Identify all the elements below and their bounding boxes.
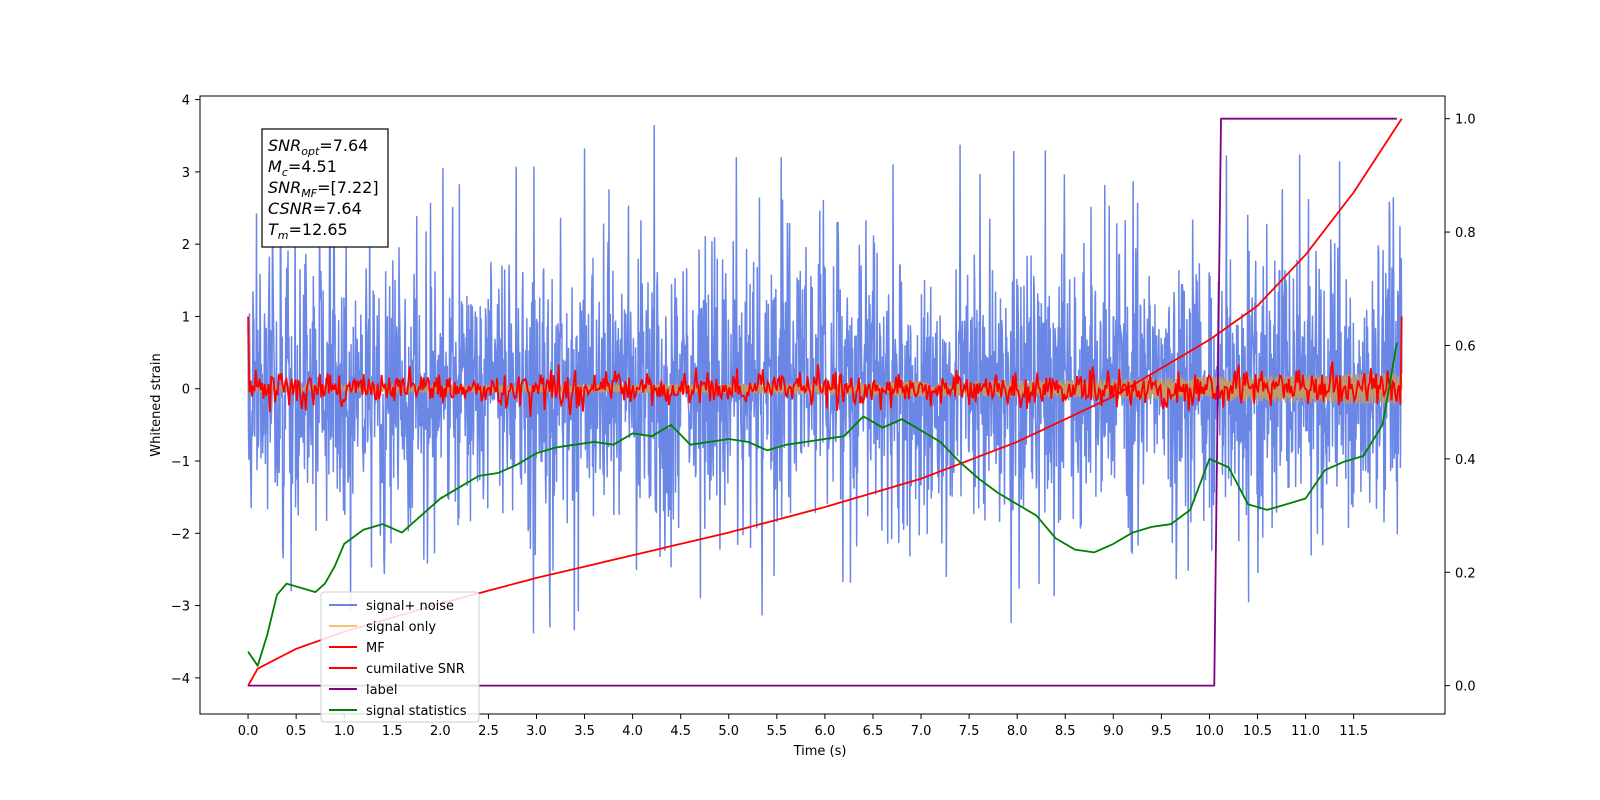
- legend-label: label: [366, 683, 397, 698]
- y-tick-label-right: 1.0: [1455, 113, 1476, 128]
- x-tick-label: 8.0: [1007, 724, 1028, 739]
- x-tick-label: 4.0: [622, 724, 643, 739]
- x-tick-label: 7.0: [911, 724, 932, 739]
- x-tick-label: 0.0: [238, 724, 259, 739]
- legend-label: signal only: [366, 620, 436, 635]
- y-tick-label-right: 0.4: [1455, 453, 1476, 468]
- x-tick-label: 6.5: [863, 724, 884, 739]
- series-signal-noise-line: [247, 124, 1403, 634]
- x-tick-label: 3.0: [526, 724, 547, 739]
- x-tick-label: 6.0: [815, 724, 836, 739]
- x-tick-label: 11.0: [1291, 724, 1320, 739]
- y-tick-label-right: 0.8: [1455, 226, 1476, 241]
- x-tick-label: 1.0: [334, 724, 355, 739]
- y-axis-label: Whitened strain: [149, 353, 164, 456]
- y-tick-label-left: 4: [182, 94, 190, 109]
- y-tick-label-left: −3: [171, 600, 190, 615]
- y-tick-label-left: 3: [182, 166, 190, 181]
- x-tick-label: 2.5: [478, 724, 499, 739]
- annotation-frame: [261, 128, 389, 248]
- x-tick-label: 7.5: [959, 724, 980, 739]
- y-tick-label-left: 1: [182, 310, 190, 325]
- y-tick-label-right: 0.6: [1455, 339, 1476, 354]
- x-tick-label: 0.5: [286, 724, 307, 739]
- x-tick-label: 9.5: [1151, 724, 1172, 739]
- x-axis-label: Time (s): [793, 744, 847, 759]
- y-tick-label-left: 0: [182, 383, 190, 398]
- legend-label: cumilative SNR: [366, 662, 465, 677]
- plot-frame: [199, 95, 1446, 715]
- series-mf-line: [247, 316, 1403, 417]
- x-tick-label: 2.0: [430, 724, 451, 739]
- legend-label: MF: [366, 641, 385, 656]
- y-tick-label-right: 0.2: [1455, 566, 1476, 581]
- y-tick-label-left: −2: [171, 527, 190, 542]
- x-tick-label: 5.5: [766, 724, 787, 739]
- annotation-line: Tm=12.65: [268, 220, 348, 242]
- series-label-line: [248, 117, 1397, 687]
- legend-label: signal+ noise: [366, 599, 454, 614]
- x-tick-label: 1.5: [382, 724, 403, 739]
- series-signal-statistics-line: [247, 342, 1398, 667]
- legend-label: signal statistics: [366, 704, 467, 719]
- y-tick-label-left: −4: [171, 672, 190, 687]
- x-tick-label: 4.5: [670, 724, 691, 739]
- x-tick-label: 3.5: [574, 724, 595, 739]
- x-tick-label: 10.0: [1195, 724, 1224, 739]
- legend: signal+ noise signal only MF cumilative SNR…: [320, 591, 480, 723]
- y-tick-label-left: 2: [182, 238, 190, 253]
- annotation-line: Mc=4.51: [268, 157, 337, 179]
- y-tick-label-left: −1: [171, 455, 190, 470]
- y-tick-label-right: 0.0: [1455, 680, 1476, 695]
- x-tick-label: 5.0: [718, 724, 739, 739]
- x-tick-label: 9.0: [1103, 724, 1124, 739]
- x-tick-label: 11.5: [1339, 724, 1368, 739]
- annotation-line: SNRopt=7.64: [268, 136, 368, 158]
- legend-frame: [320, 591, 480, 723]
- x-tick-label: 8.5: [1055, 724, 1076, 739]
- annotation-line: SNRMF=[7.22]: [268, 178, 379, 200]
- annotation-line: CSNR=7.64: [268, 199, 362, 218]
- x-tick-label: 10.5: [1243, 724, 1272, 739]
